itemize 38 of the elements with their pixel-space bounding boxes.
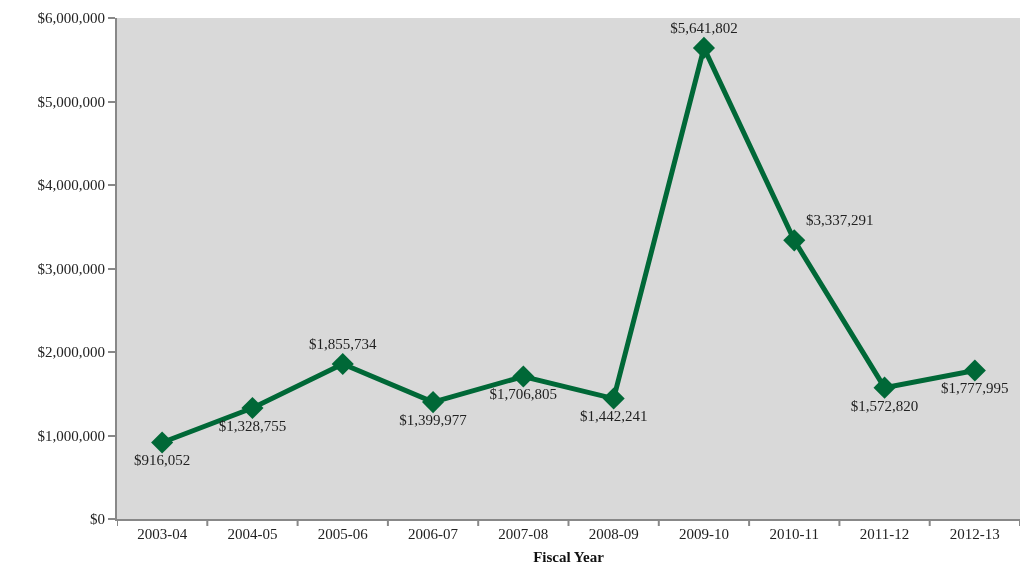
data-label: $5,641,802 bbox=[670, 19, 738, 36]
data-label: $1,399,977 bbox=[399, 411, 468, 428]
x-tick-label: 2010-11 bbox=[769, 526, 819, 542]
data-label: $1,706,805 bbox=[489, 386, 558, 403]
y-tick-label: $1,000,000 bbox=[37, 427, 105, 444]
data-label: $916,052 bbox=[134, 452, 191, 469]
point bbox=[151, 431, 174, 454]
y-tick-label: $5,000,000 bbox=[37, 93, 105, 110]
data-label: $1,572,820 bbox=[850, 397, 919, 414]
point bbox=[241, 397, 264, 420]
data-label: $1,855,734 bbox=[309, 335, 377, 352]
data-label: $3,337,291 bbox=[805, 211, 874, 228]
point bbox=[963, 359, 986, 382]
x-tick-label: 2009-10 bbox=[678, 526, 729, 542]
y-tick-label: $2,000,000 bbox=[37, 344, 105, 361]
data-label: $1,777,995 bbox=[941, 380, 1009, 397]
x-axis-title: Fiscal Year bbox=[533, 548, 605, 565]
x-tick-label: 2004-05 bbox=[227, 526, 278, 542]
x-tick-label: 2008-09 bbox=[588, 526, 639, 542]
point bbox=[422, 391, 445, 414]
data-label: $1,328,755 bbox=[218, 417, 287, 434]
point bbox=[331, 353, 354, 376]
y-tick-label: $0 bbox=[90, 511, 105, 528]
y-tick-label: $6,000,000 bbox=[37, 10, 105, 27]
x-tick-label: 2012-13 bbox=[949, 526, 1000, 542]
y-tick-label: $4,000,000 bbox=[37, 177, 105, 194]
x-tick-label: 2011-12 bbox=[859, 526, 910, 542]
point bbox=[602, 387, 625, 410]
data-label: $1,442,241 bbox=[579, 408, 648, 425]
point bbox=[873, 376, 896, 399]
x-tick-label: 2007-08 bbox=[498, 526, 549, 542]
point bbox=[512, 365, 535, 388]
x-tick-label: 2003-04 bbox=[137, 526, 188, 542]
x-tick-label: 2005-06 bbox=[317, 526, 369, 542]
point bbox=[783, 229, 806, 252]
point bbox=[692, 36, 715, 59]
y-tick-label: $3,000,000 bbox=[37, 260, 105, 277]
x-tick-label: 2006-07 bbox=[408, 526, 459, 542]
